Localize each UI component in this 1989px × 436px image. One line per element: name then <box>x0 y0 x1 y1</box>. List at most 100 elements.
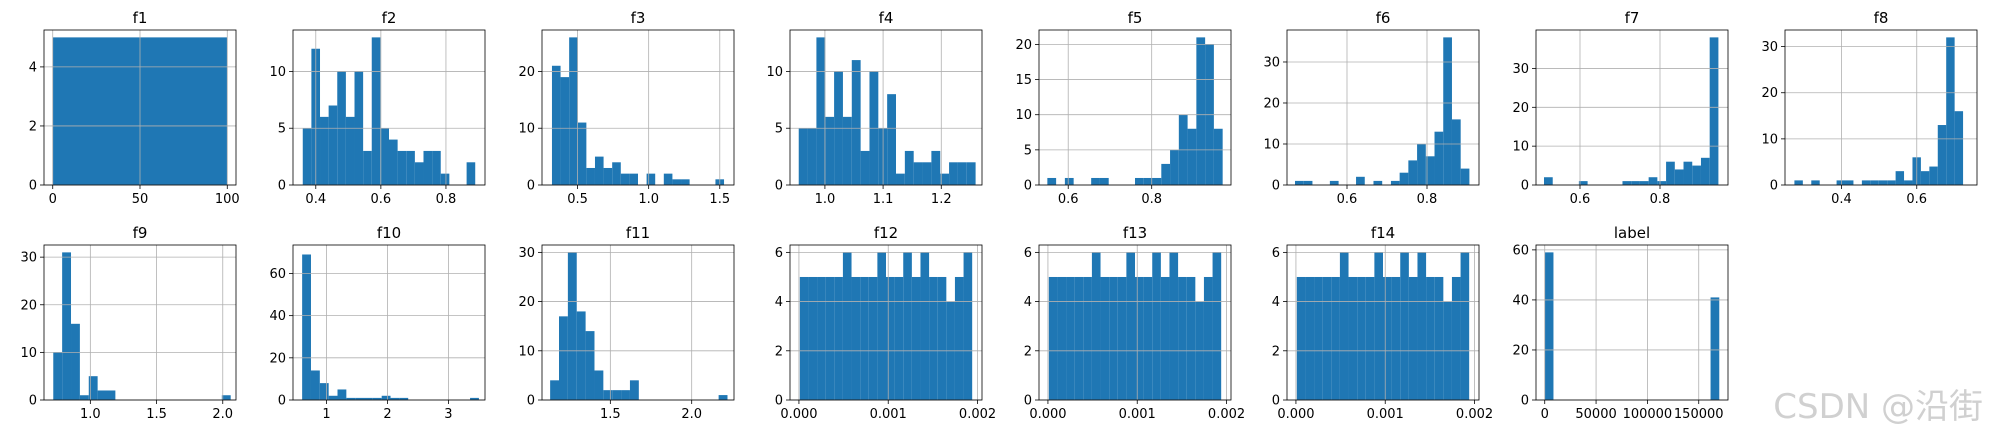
ytick-label-f14-0: 0 <box>1272 394 1280 409</box>
bar-f8-5 <box>1836 180 1846 185</box>
xtick-label-f1-0: 0 <box>49 192 57 207</box>
bar-f12-14 <box>920 252 930 400</box>
bar-f10-11 <box>399 397 409 400</box>
xtick-label-f14-1: 0.001 <box>1367 407 1404 422</box>
bar-f13-16 <box>1186 276 1196 400</box>
bar-f13-1 <box>1057 276 1067 400</box>
xtick-label-f2-1: 0.6 <box>371 192 392 207</box>
ytick-label-f7-0: 0 <box>1521 179 1529 194</box>
bar-f5-10 <box>1135 177 1144 185</box>
bar-f8-6 <box>1845 180 1854 185</box>
bar-f5-2 <box>1064 177 1074 185</box>
ytick-label-f6-3: 30 <box>1263 55 1280 70</box>
ytick-label-f1-0: 0 <box>29 179 37 194</box>
subplot-title-f12: f12 <box>874 224 898 242</box>
bar-f5-17 <box>1196 37 1206 185</box>
bar-f5-13 <box>1161 163 1171 185</box>
bar-f11-6 <box>603 390 613 400</box>
bar-f12-18 <box>954 276 964 400</box>
bar-f6-16 <box>1434 131 1444 185</box>
bar-f13-6 <box>1100 276 1110 400</box>
axes-frame-label <box>1535 244 1729 401</box>
bar-f6-19 <box>1460 168 1470 185</box>
axes-frame-f8 <box>1784 29 1978 186</box>
bar-f3-14 <box>672 179 682 185</box>
bar-f13-8 <box>1117 276 1127 400</box>
bar-f9-5 <box>97 390 107 400</box>
bar-f14-9 <box>1374 252 1383 400</box>
subplot-title-f4: f4 <box>879 9 894 27</box>
bar-f12-4 <box>834 276 843 400</box>
subplot-title-f7: f7 <box>1625 9 1640 27</box>
xtick-label-f4-0: 1.0 <box>815 192 836 207</box>
ytick-label-f10-0: 0 <box>278 394 286 409</box>
bar-f12-12 <box>903 252 912 400</box>
bar-f9-4 <box>88 376 98 400</box>
bar-f14-15 <box>1426 276 1435 400</box>
bar-f4-7 <box>860 150 870 185</box>
bar-f3-11 <box>646 173 656 185</box>
xtick-label-f12-1: 0.001 <box>870 407 907 422</box>
ytick-label-f7-3: 30 <box>1512 62 1529 77</box>
ytick-label-f12-0: 0 <box>775 394 783 409</box>
bar-f8-8 <box>1861 180 1871 185</box>
xtick-label-f13-1: 0.001 <box>1119 407 1156 422</box>
ytick-label-f5-4: 20 <box>1015 38 1032 53</box>
bar-f4-2 <box>816 37 826 185</box>
bar-f11-4 <box>585 331 595 400</box>
subplot-f4: 1.0 1.1 1.2 0 5 10 f4 <box>766 9 983 207</box>
bar-f10-3 <box>328 395 338 400</box>
ytick-label-f9-1: 10 <box>20 346 37 361</box>
bar-f12-3 <box>825 276 835 400</box>
axes-frame-f10 <box>292 244 486 401</box>
xtick-label-f2-2: 0.8 <box>436 192 457 207</box>
bar-f5-19 <box>1213 128 1223 185</box>
xtick-label-f8-1: 0.6 <box>1906 192 1927 207</box>
ytick-label-f5-1: 5 <box>1024 143 1032 158</box>
ytick-label-f8-1: 10 <box>1761 132 1778 147</box>
bar-f3-13 <box>663 173 673 185</box>
bar-f4-5 <box>842 116 852 185</box>
ytick-label-f11-1: 10 <box>518 344 535 359</box>
bar-f4-11 <box>896 173 905 185</box>
bar-f13-9 <box>1126 252 1135 400</box>
xtick-label-f8-0: 0.4 <box>1831 192 1852 207</box>
ytick-label-f3-0: 0 <box>527 179 535 194</box>
bar-f3-3 <box>577 122 587 185</box>
bar-f12-15 <box>929 276 938 400</box>
xtick-label-f7-0: 0.6 <box>1570 192 1591 207</box>
axes-frame-f14 <box>1286 244 1480 401</box>
ytick-label-f1-2: 4 <box>29 60 37 75</box>
ytick-label-f8-3: 30 <box>1761 40 1778 55</box>
xtick-label-f11-0: 1.5 <box>600 407 621 422</box>
bar-f11-7 <box>612 390 622 400</box>
bar-f9-6 <box>106 390 116 400</box>
bar-f3-6 <box>603 167 613 185</box>
bar-f14-7 <box>1357 276 1366 400</box>
ytick-label-f7-1: 10 <box>1512 140 1529 155</box>
bar-f12-19 <box>963 252 973 400</box>
bar-f8-10 <box>1878 180 1888 185</box>
bar-f5-6 <box>1099 177 1109 185</box>
bar-f14-10 <box>1383 276 1392 400</box>
bar-f9-1 <box>62 252 72 400</box>
bar-f3-15 <box>681 179 690 185</box>
xtick-label-f3-2: 1.5 <box>709 192 730 207</box>
bar-f12-7 <box>860 276 869 400</box>
ytick-label-label-3: 60 <box>1512 243 1529 258</box>
bar-f2-7 <box>363 150 372 185</box>
bar-f10-9 <box>381 395 391 400</box>
bar-f5-12 <box>1152 177 1162 185</box>
subplot-f8: 0.4 0.6 0 10 20 30 f8 <box>1761 9 1978 207</box>
xtick-label-f2-0: 0.4 <box>305 192 326 207</box>
ytick-label-f8-2: 20 <box>1761 86 1778 101</box>
subplot-f1: 0 50 100 0 2 4 f1 <box>29 9 240 207</box>
bar-f4-17 <box>949 162 958 185</box>
ytick-label-f5-0: 0 <box>1024 179 1032 194</box>
bar-f9-0 <box>53 352 63 400</box>
bar-f2-8 <box>371 37 381 185</box>
bar-f4-0 <box>798 128 808 185</box>
ytick-label-f8-0: 0 <box>1770 179 1778 194</box>
ytick-label-f12-2: 4 <box>775 295 783 310</box>
bar-f7-17 <box>1692 165 1701 185</box>
